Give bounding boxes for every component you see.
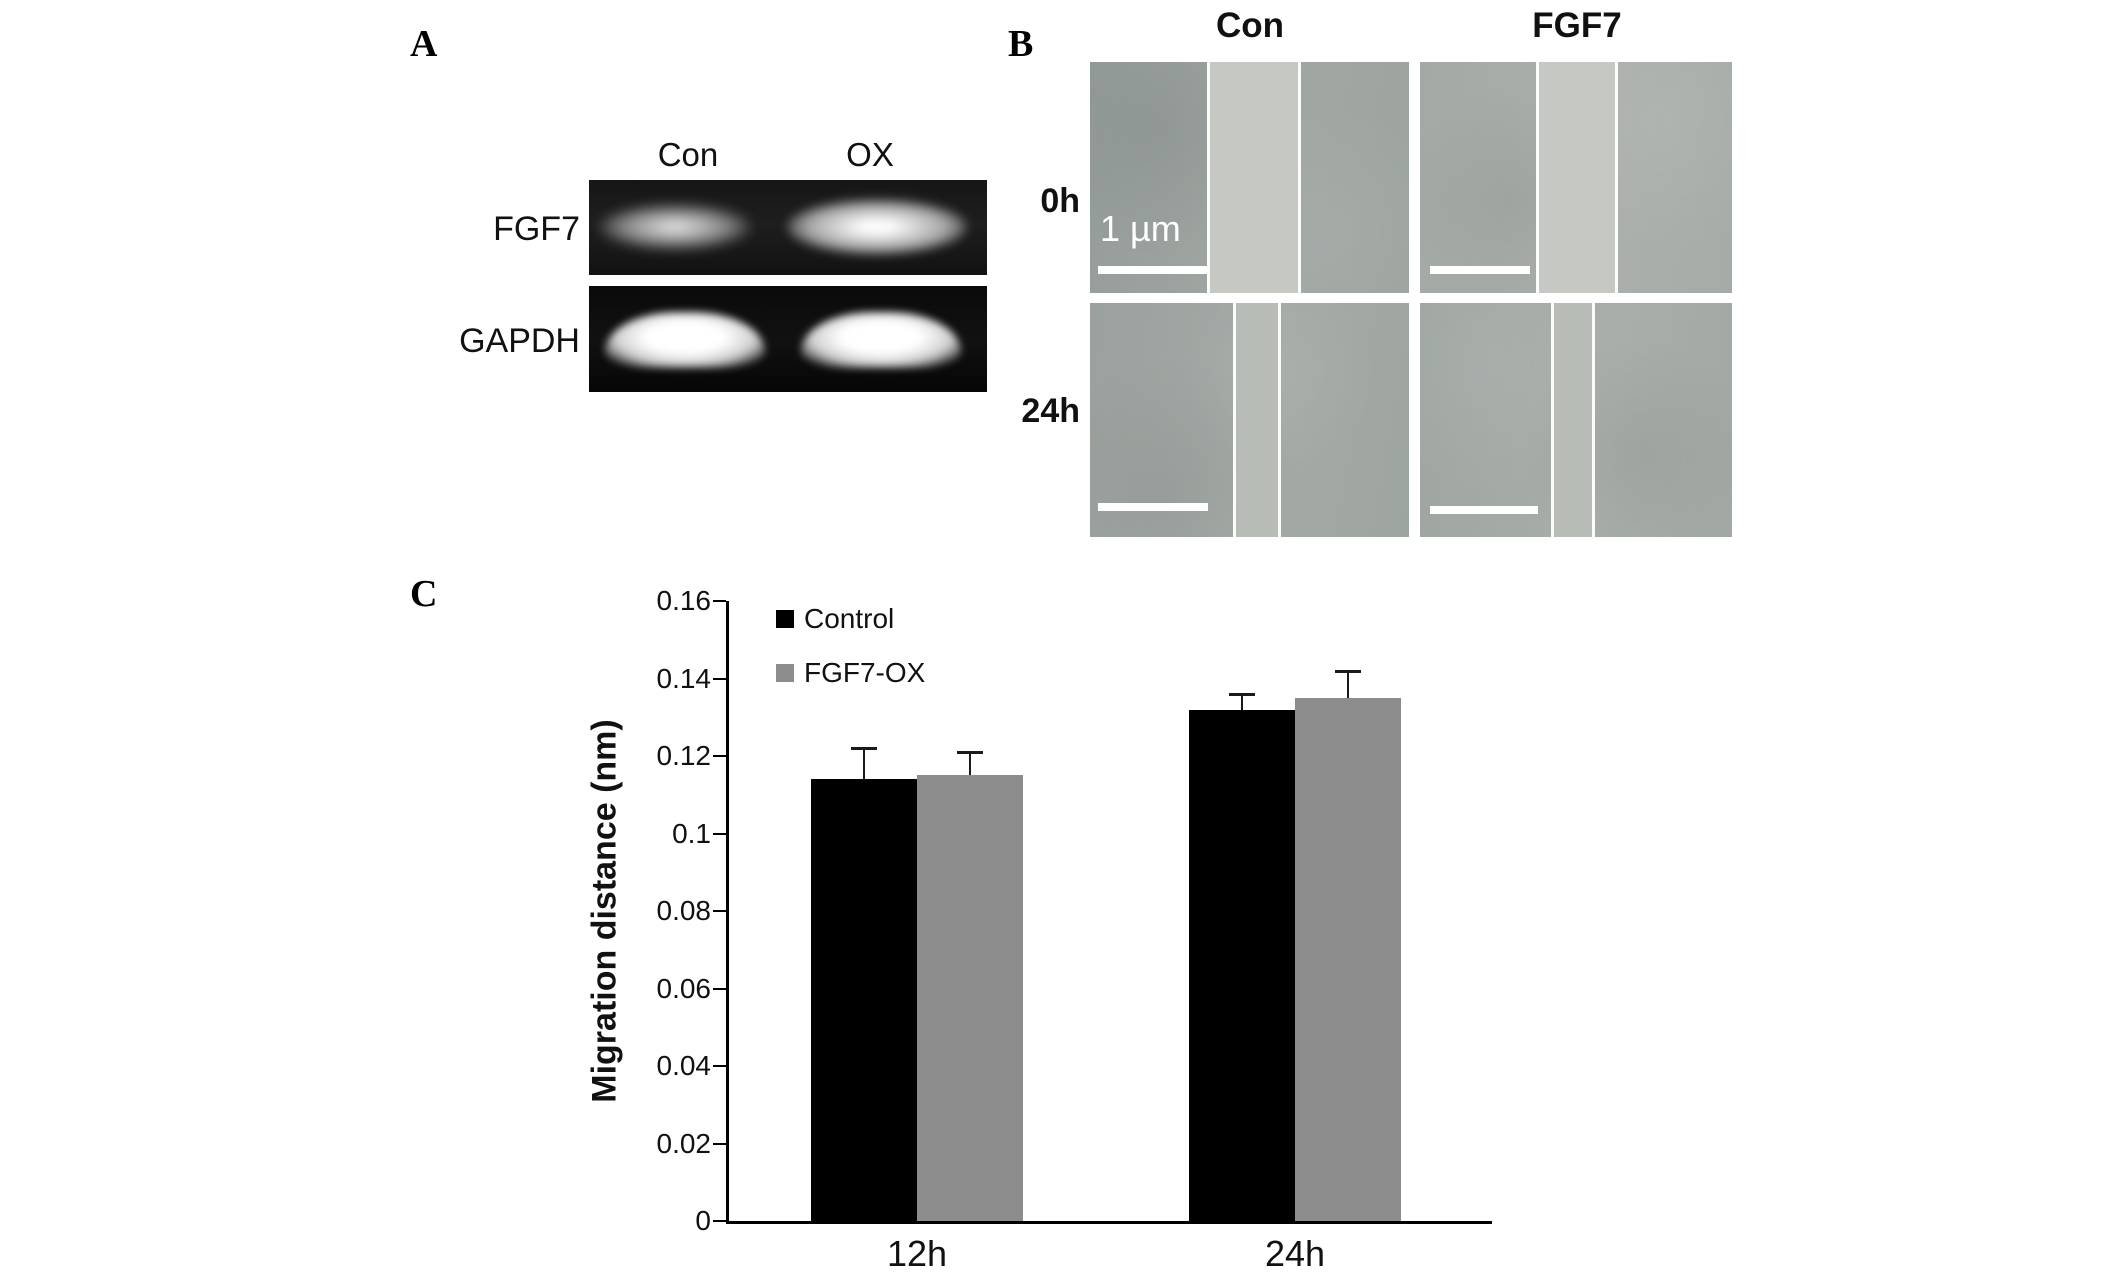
y-tick-label: 0.04: [656, 1050, 712, 1081]
error-bar-fgf7-ox-12h: [969, 752, 971, 776]
micrograph-row-label-0h: 0h: [1040, 182, 1080, 220]
y-tick-label: 0: [695, 1205, 711, 1236]
bar-control-12h: [811, 779, 917, 1221]
y-tick-label: 0.02: [656, 1127, 712, 1159]
micrograph-column-header-fgf7: FGF7: [1532, 6, 1622, 45]
error-cap-fgf7-ox-12h: [957, 751, 983, 755]
gel-band-fgf7-ox: [787, 199, 967, 255]
y-tick-label: 0.08: [656, 895, 712, 926]
panel-b-label: B: [1008, 23, 1034, 65]
y-tick-label: 0.06: [656, 972, 712, 1004]
y-axis-line: [726, 601, 729, 1224]
x-tick-label-12h: 12h: [886, 1233, 948, 1272]
panel-a-label: A: [410, 23, 438, 65]
scale-bar: [1098, 503, 1208, 511]
micrograph-con-24h: [1090, 303, 1409, 537]
gel-band-gapdh-con: [605, 312, 765, 368]
legend-label-fgf7-ox: FGF7-OX: [804, 657, 926, 688]
scale-bar-label: 1 µm: [1100, 208, 1181, 249]
gel-band-gapdh-ox: [801, 312, 961, 368]
legend-swatch-control: [776, 610, 794, 628]
scratch-wound-area: [1551, 303, 1595, 537]
bar-fgf7-ox-24h: [1295, 697, 1401, 1221]
micrograph-con-0h: 1 µm: [1090, 62, 1409, 293]
legend-swatch-fgf7-ox: [776, 664, 794, 682]
y-tick-mark: [713, 1220, 726, 1222]
gel-blot-gapdh: [589, 286, 987, 392]
error-cap-control-24h: [1229, 693, 1255, 696]
scale-bar: [1430, 506, 1538, 514]
scratch-wound-area: [1233, 303, 1281, 537]
error-cap-fgf7-ox-24h: [1335, 669, 1361, 673]
gel-row-label-fgf7: FGF7: [493, 210, 580, 248]
legend-item-control: Control: [776, 603, 894, 635]
gel-lane-header-con: Con: [657, 136, 719, 173]
panel-c-label: C: [410, 573, 438, 615]
micrograph-column-header-con: Con: [1215, 6, 1285, 45]
y-tick-label: 0.16: [656, 585, 712, 616]
gel-lane-header-ox: OX: [846, 136, 894, 173]
y-tick-label: 0.14: [656, 662, 712, 694]
y-tick-mark: [713, 600, 726, 602]
x-tick-label-24h: 24h: [1264, 1233, 1326, 1272]
micrograph-fgf7-0h: [1420, 62, 1732, 293]
y-tick-mark: [713, 677, 726, 680]
gel-band-fgf7-con: [599, 204, 751, 250]
y-tick-mark: [713, 987, 726, 990]
bar-fgf7-ox-12h: [917, 775, 1023, 1221]
scale-bar: [1430, 266, 1530, 274]
y-tick-mark: [713, 1142, 726, 1145]
scratch-wound-area: [1536, 62, 1618, 293]
micrograph-fgf7-24h: [1420, 303, 1732, 537]
legend-item-fgf7-ox: FGF7-OX: [776, 657, 925, 689]
error-bar-control-12h: [863, 748, 865, 780]
bar-chart: Migration distance (nm) 0 0.02 0.04 0.06 0.0…: [586, 585, 1492, 1272]
legend-label-control: Control: [804, 603, 895, 634]
y-axis-title: Migration distance (nm): [585, 719, 624, 1103]
y-tick-mark: [713, 755, 726, 757]
scratch-wound-area: [1207, 62, 1301, 293]
micrograph-row-label-24h: 24h: [1021, 392, 1080, 430]
y-tick-label: 0.12: [656, 740, 712, 771]
scale-bar: [1098, 266, 1208, 274]
error-bar-control-24h: [1241, 694, 1243, 710]
x-axis-line: [726, 1221, 1492, 1224]
y-tick-mark: [713, 832, 726, 835]
error-cap-control-12h: [851, 747, 877, 751]
bar-control-24h: [1189, 709, 1295, 1221]
gel-row-label-gapdh: GAPDH: [459, 322, 580, 360]
y-tick-label: 0.1: [672, 817, 711, 849]
y-tick-mark: [713, 1065, 726, 1067]
error-bar-fgf7-ox-24h: [1347, 670, 1349, 698]
gel-blot-fgf7: [589, 180, 987, 275]
y-tick-mark: [713, 910, 726, 912]
